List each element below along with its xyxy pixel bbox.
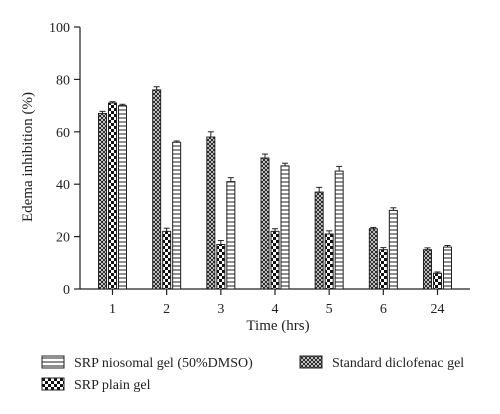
x-tick-label: 5 bbox=[326, 302, 333, 317]
x-tick-label: 1 bbox=[109, 302, 116, 317]
bar-checker-4 bbox=[270, 230, 280, 290]
x-tick-label: 24 bbox=[431, 302, 445, 317]
bar-checker-3 bbox=[216, 243, 226, 290]
bar-hstripes-6 bbox=[388, 209, 398, 290]
bar-checker-24 bbox=[433, 272, 442, 290]
legend-label-diclofenac: Standard diclofenac gel bbox=[332, 356, 464, 371]
bar-hstripes-24 bbox=[443, 246, 452, 290]
legend: SRP niosomal gel (50%DMSO) Standard dicl… bbox=[41, 355, 464, 393]
bar-crosshatch-3 bbox=[206, 136, 216, 290]
bar-checker-5 bbox=[324, 233, 334, 290]
bar-checker-2 bbox=[162, 230, 172, 290]
bar-checker-6 bbox=[378, 249, 388, 290]
y-tick-label: 0 bbox=[63, 283, 70, 298]
y-tick-label: 40 bbox=[56, 178, 70, 193]
y-tick-label: 60 bbox=[56, 126, 70, 141]
x-tick-label: 2 bbox=[163, 302, 170, 317]
y-axis-title: Edema inhibition (%) bbox=[20, 92, 36, 222]
legend-label-niosomal: SRP niosomal gel (50%DMSO) bbox=[74, 356, 253, 371]
legend-swatch-diclofenac bbox=[299, 355, 323, 369]
y-axis: 0 20 40 60 80 100 bbox=[49, 21, 81, 298]
x-tick-label: 4 bbox=[272, 302, 279, 317]
y-tick-label: 80 bbox=[56, 73, 70, 88]
y-tick-label: 20 bbox=[56, 231, 70, 246]
legend-label-plain: SRP plain gel bbox=[74, 378, 151, 393]
bar-hstripes-1 bbox=[118, 105, 127, 290]
x-tick-label: 3 bbox=[217, 302, 224, 317]
bar-crosshatch-2 bbox=[152, 89, 162, 290]
x-axis: 1 2 3 4 5 6 24 bbox=[80, 288, 470, 317]
x-axis-title: Time (hrs) bbox=[246, 318, 309, 334]
legend-swatch-niosomal bbox=[41, 355, 65, 369]
x-tick-label: 6 bbox=[380, 302, 387, 317]
bar-hstripes-2 bbox=[172, 141, 182, 290]
bar-crosshatch-4 bbox=[260, 157, 270, 290]
bar-crosshatch-1 bbox=[98, 112, 107, 290]
bar-hstripes-4 bbox=[280, 165, 290, 290]
bar-crosshatch-6 bbox=[368, 228, 378, 290]
bars-layer bbox=[98, 86, 452, 290]
bar-crosshatch-24 bbox=[423, 249, 432, 290]
bar-crosshatch-5 bbox=[314, 191, 324, 290]
legend-swatch-plain bbox=[41, 377, 65, 391]
bar-checker-1 bbox=[108, 102, 117, 290]
bar-hstripes-3 bbox=[226, 181, 236, 290]
bar-hstripes-5 bbox=[334, 170, 344, 290]
y-tick-label: 100 bbox=[49, 21, 70, 36]
